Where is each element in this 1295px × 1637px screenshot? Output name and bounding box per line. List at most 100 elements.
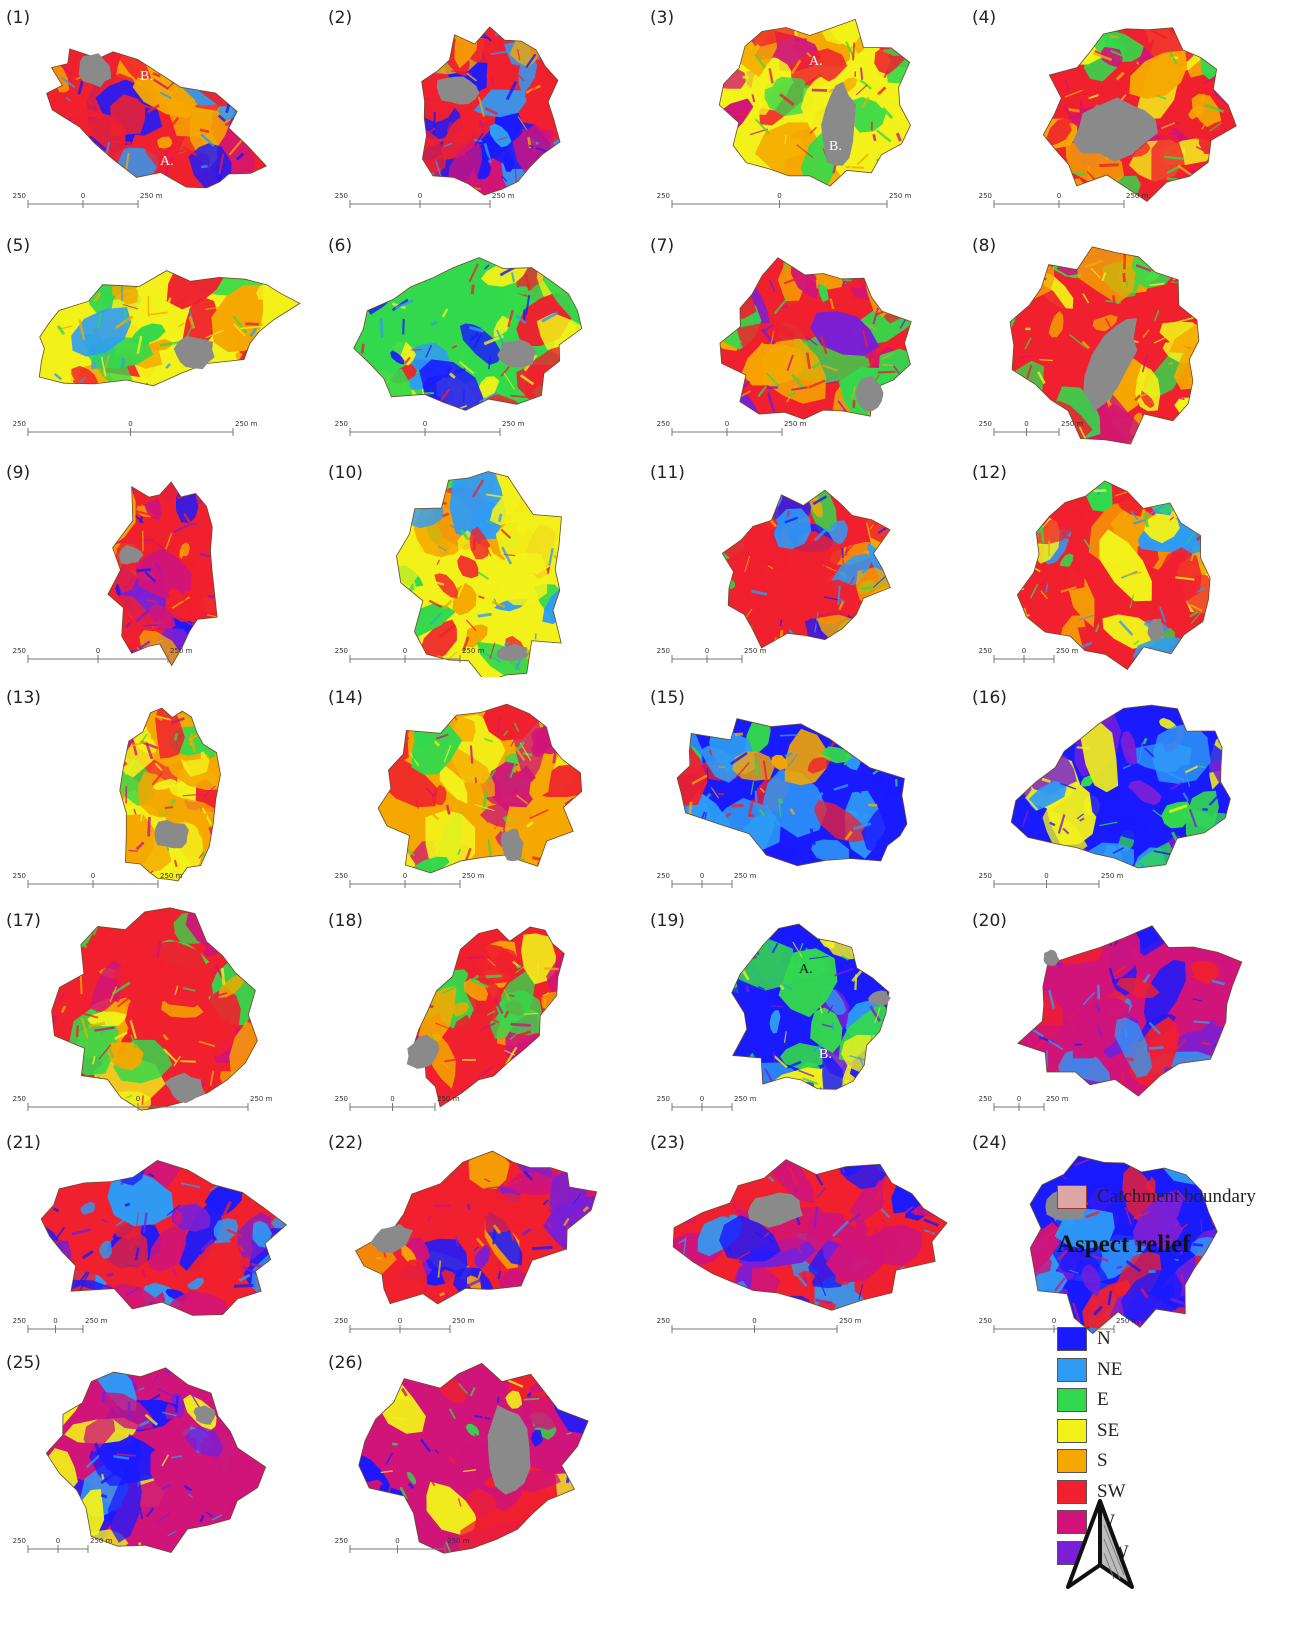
scale-label: 0: [752, 1317, 756, 1325]
lake-area: [164, 1072, 206, 1104]
scale-label: 0: [1057, 192, 1061, 200]
panel-label: (24): [972, 1133, 1007, 1153]
scale-label: 250 m: [447, 1537, 470, 1545]
map-panel: 250 0 250 m (16): [966, 680, 1289, 902]
scale-label: 250 m: [1056, 647, 1079, 655]
panel-label: (1): [6, 8, 31, 28]
scale-label: 250 m: [734, 1095, 757, 1103]
scale-label: 0: [136, 1095, 140, 1103]
legend-label: N: [1097, 1328, 1111, 1349]
aspect-map: 250 0 250 m: [13, 270, 301, 436]
scale-bar: 250 0 250 m: [979, 420, 1084, 436]
aspect-map: 250 0 250 m: [979, 480, 1211, 671]
scale-label: 250: [335, 192, 348, 200]
aspect-map: 250 0 250 m: [13, 707, 221, 888]
aspect-map: 250 0 250 m: [657, 1159, 948, 1333]
aspect-map: A. B. 250 0 250 m: [657, 18, 912, 208]
map-panel: 250 0 250 m (15): [644, 680, 967, 902]
panel-label: (8): [972, 236, 997, 256]
scale-label: 0: [700, 1095, 704, 1103]
legend-swatch: [1057, 1357, 1087, 1382]
lake-area: [821, 81, 857, 166]
scale-label: 0: [705, 647, 709, 655]
scale-label: 250: [335, 1317, 348, 1325]
scale-bar: 250 0 250 m: [657, 1095, 757, 1111]
map-panel: 250 0 250 m (13): [0, 680, 323, 902]
legend-swatch: [1057, 1510, 1087, 1534]
scale-label: 250 m: [452, 1317, 475, 1325]
map-panel: B. A. 250 0 250 m (1): [0, 0, 323, 222]
scale-bar: 250 0 250 m: [13, 1537, 113, 1553]
scale-label: 0: [1044, 872, 1048, 880]
legend-label: SW: [1097, 1480, 1126, 1502]
scale-label: 250 m: [1116, 1317, 1139, 1325]
scale-label: 250 m: [1061, 420, 1084, 428]
panel-label: (16): [972, 688, 1007, 708]
map-panel: 250 0 250 m (21): [0, 1125, 323, 1347]
map-panel: 250 0 250 m (6): [322, 228, 645, 450]
legend-title: Aspect relief: [1057, 1231, 1191, 1258]
aspect-map: 250 0 250 m: [657, 489, 891, 663]
scale-bar: 250 0 250 m: [13, 420, 258, 436]
lake-area: [868, 990, 891, 1007]
scale-bar: 250 0 250 m: [335, 1537, 470, 1553]
legend-swatch: [1057, 1418, 1087, 1443]
scale-label: 250: [13, 872, 26, 880]
scale-label: 0: [96, 647, 100, 655]
lake-area: [370, 1224, 413, 1253]
map-panel: 250 0 250 m (10): [322, 455, 645, 677]
scale-bar: 250 0 250 m: [335, 872, 485, 888]
scale-label: 0: [395, 1537, 399, 1545]
scale-label: 250: [979, 872, 992, 880]
map-annotation: A.: [809, 54, 823, 69]
map-panel: 250 0 250 m (11): [644, 455, 967, 677]
panel-label: (19): [650, 911, 685, 931]
lake-area: [487, 1405, 531, 1495]
scale-bar: 250 0 250 m: [13, 872, 183, 888]
scale-label: 0: [1024, 420, 1028, 428]
scale-label: 0: [1022, 647, 1026, 655]
panel-label: (20): [972, 911, 1007, 931]
scale-label: 0: [725, 420, 729, 428]
panel-label: (13): [6, 688, 41, 708]
map-panel: 250 0 250 m (4): [966, 0, 1289, 222]
scale-label: 0: [1017, 1095, 1021, 1103]
catchment-swatch: [1057, 1185, 1087, 1209]
scale-label: 250: [657, 420, 670, 428]
scale-label: 250 m: [1101, 872, 1124, 880]
scale-label: 0: [1052, 1317, 1056, 1325]
panel-label: (15): [650, 688, 685, 708]
lake-area: [436, 76, 480, 105]
scale-bar: 250 0 250 m: [979, 192, 1149, 208]
panel-label: (2): [328, 8, 353, 28]
lake-area: [1043, 949, 1060, 966]
scale-label: 250: [335, 420, 348, 428]
lake-area: [496, 643, 529, 661]
scale-bar: 250 0 250 m: [13, 1317, 108, 1333]
aspect-map: 250 0 250 m: [335, 1150, 598, 1333]
lake-area: [78, 53, 111, 88]
panel-label: (25): [6, 1353, 41, 1373]
scale-bar: 250 0 250 m: [657, 192, 912, 208]
aspect-map: A. B. 250 0 250 m: [657, 923, 891, 1111]
lake-area: [500, 828, 524, 862]
scale-bar: 250 0 250 m: [657, 872, 757, 888]
scale-label: 250: [657, 1095, 670, 1103]
panel-label: (26): [328, 1353, 363, 1373]
panel-label: (3): [650, 8, 675, 28]
legend-swatch: [1057, 1388, 1087, 1412]
scale-label: 250: [657, 872, 670, 880]
legend-label: S: [1097, 1450, 1108, 1471]
aspect-map: 250 0 250 m: [979, 246, 1200, 445]
map-panel: 250 0 250 m (25): [0, 1345, 323, 1567]
scale-label: 250 m: [734, 872, 757, 880]
panel-label: (21): [6, 1133, 41, 1153]
lake-area: [193, 1405, 216, 1425]
panel-label: (4): [972, 8, 997, 28]
lake-area: [118, 545, 144, 565]
map-panel: 250 0 250 m (9): [0, 455, 323, 677]
lake-area: [855, 375, 884, 412]
scale-label: 250: [13, 1095, 26, 1103]
scale-label: 250 m: [889, 192, 912, 200]
scale-label: 0: [423, 420, 427, 428]
